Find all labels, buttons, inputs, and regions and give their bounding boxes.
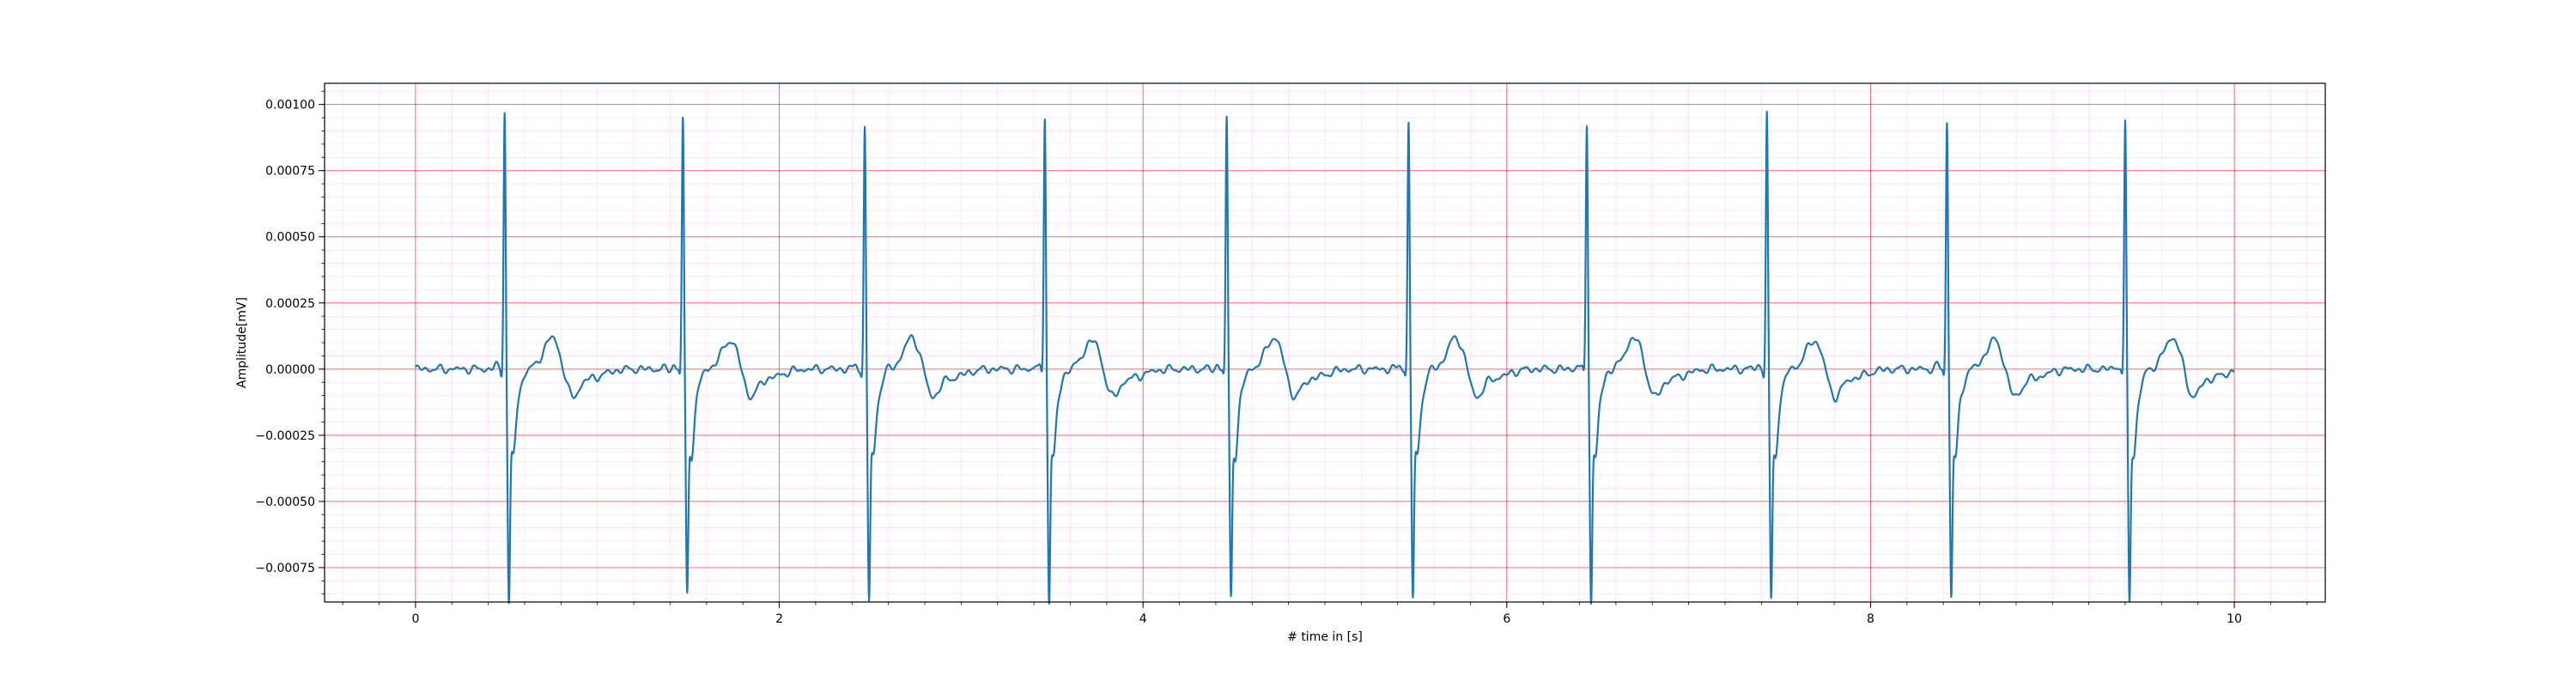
- y-tick-label: −0.00050: [255, 495, 315, 509]
- x-tick-label: 2: [775, 612, 783, 626]
- x-tick-label: 6: [1503, 612, 1510, 626]
- ecg-series-line: [414, 110, 2235, 605]
- y-tick-label: −0.00025: [255, 429, 315, 443]
- y-tick-label: 0.00000: [265, 363, 315, 377]
- x-tick-label: 8: [1867, 612, 1874, 626]
- x-tick-label: 4: [1139, 612, 1147, 626]
- y-tick-label: 0.00075: [265, 165, 315, 179]
- x-tick-label: 0: [411, 612, 419, 626]
- x-axis-ticks: 0 2 4 6 8 10: [342, 602, 2308, 626]
- y-axis-label: Amplitude[mV]: [235, 297, 249, 388]
- x-axis-label: # time in [s]: [1287, 630, 1363, 644]
- y-tick-label: 0.00100: [265, 99, 315, 112]
- plot-area: [414, 109, 2235, 605]
- x-tick-label: 10: [2227, 612, 2242, 626]
- y-tick-label: 0.00025: [265, 297, 315, 311]
- major-grid: [325, 83, 2325, 602]
- y-tick-label: −0.00075: [255, 562, 315, 575]
- y-tick-label: 0.00050: [265, 231, 315, 245]
- y-axis-ticks: −0.00075 −0.00050 −0.00025 0.00000 0.00025 0.…: [255, 90, 325, 595]
